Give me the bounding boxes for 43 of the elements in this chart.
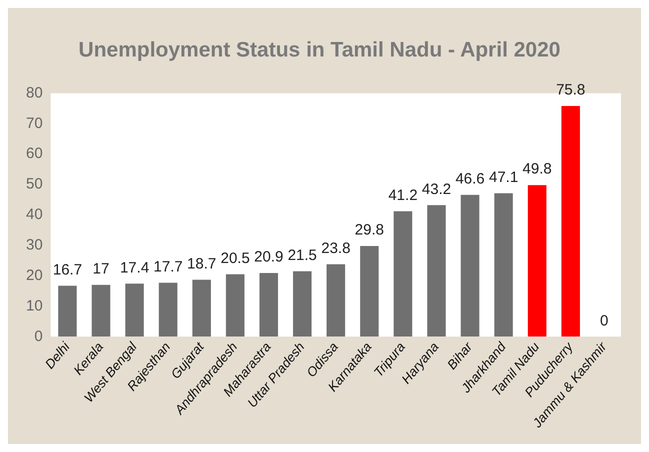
bar xyxy=(158,282,178,337)
bar xyxy=(494,193,513,337)
data-label: 0 xyxy=(600,312,608,330)
data-label: 41.2 xyxy=(388,186,418,204)
bar xyxy=(92,284,110,337)
bar xyxy=(125,284,144,337)
data-label: 20.5 xyxy=(220,250,250,267)
data-label: 49.8 xyxy=(522,160,552,178)
bar xyxy=(192,280,211,337)
bar xyxy=(528,185,546,337)
data-label: 75.8 xyxy=(556,82,586,99)
data-label: 46.6 xyxy=(455,170,485,188)
bar xyxy=(427,205,446,337)
bar xyxy=(394,211,412,337)
data-label: 17.7 xyxy=(154,258,183,276)
bar xyxy=(58,286,77,337)
bar xyxy=(293,271,312,337)
data-label: 23.8 xyxy=(321,240,350,257)
bar xyxy=(360,246,379,337)
y-tick-label: 70 xyxy=(26,114,43,132)
y-tick-label: 20 xyxy=(26,266,43,284)
data-label: 18.7 xyxy=(187,255,216,272)
y-tick-label: 50 xyxy=(26,176,43,193)
bar xyxy=(259,273,278,337)
data-label: 29.8 xyxy=(354,222,384,239)
data-label: 17 xyxy=(92,260,110,278)
data-label: 47.1 xyxy=(488,168,518,186)
bar xyxy=(226,274,244,337)
bar xyxy=(460,194,480,337)
y-tick-label: 80 xyxy=(26,84,43,102)
data-label: 16.7 xyxy=(52,261,82,278)
data-label: 17.4 xyxy=(120,259,150,276)
data-label: 20.9 xyxy=(254,248,284,266)
bar xyxy=(561,106,580,337)
y-tick-label: 0 xyxy=(34,328,43,345)
y-tick-label: 60 xyxy=(26,145,43,162)
data-label: 21.5 xyxy=(288,246,317,264)
bar xyxy=(326,264,346,337)
y-tick-label: 30 xyxy=(26,236,43,254)
y-tick-label: 10 xyxy=(26,297,43,314)
data-label: 43.2 xyxy=(422,180,452,198)
chart-title: Unemployment Status in Tamil Nadu - April 2020 xyxy=(78,38,560,62)
y-tick-label: 40 xyxy=(26,206,43,224)
